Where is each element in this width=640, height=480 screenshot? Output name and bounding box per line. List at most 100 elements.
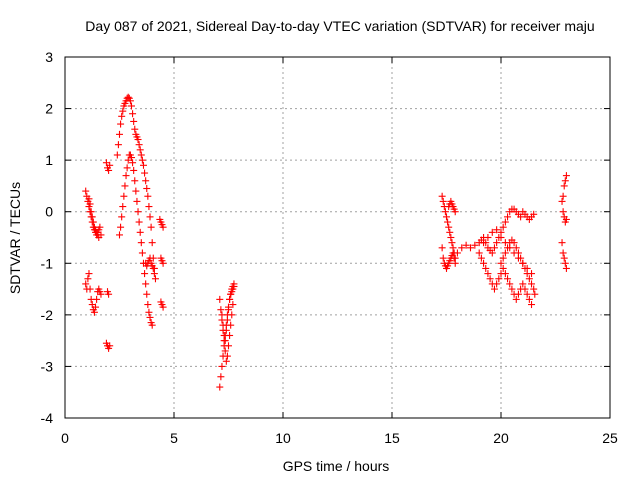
data-point xyxy=(497,259,505,267)
data-point xyxy=(135,218,143,226)
data-point xyxy=(143,290,151,298)
data-point xyxy=(217,306,225,314)
data-point xyxy=(501,249,509,257)
series-seg-a2 xyxy=(85,195,103,241)
data-point xyxy=(438,192,446,200)
y-tick-label: 3 xyxy=(45,49,53,65)
data-point xyxy=(106,161,114,169)
data-point xyxy=(484,234,492,241)
data-point xyxy=(512,244,520,252)
x-axis-ticks: 0 5 10 15 20 25 xyxy=(61,57,618,446)
data-point xyxy=(141,270,149,278)
data-point xyxy=(514,249,522,257)
data-point xyxy=(88,213,96,221)
data-point xyxy=(458,244,466,252)
data-point xyxy=(142,280,150,288)
data-point xyxy=(559,192,567,200)
series-seg-e4 xyxy=(497,236,539,298)
data-point xyxy=(493,239,501,247)
data-point xyxy=(488,249,496,257)
data-point xyxy=(97,290,105,298)
data-point xyxy=(123,164,131,172)
data-point xyxy=(127,154,135,162)
data-point xyxy=(133,197,141,205)
data-point xyxy=(144,192,152,200)
data-point xyxy=(482,264,490,272)
data-point xyxy=(216,295,224,303)
data-point xyxy=(121,182,129,190)
data-point xyxy=(146,254,154,262)
data-point xyxy=(151,275,159,283)
series-seg-d3 xyxy=(445,197,459,216)
data-point xyxy=(84,275,92,283)
data-point xyxy=(525,275,533,283)
data-point xyxy=(223,316,231,324)
data-point xyxy=(560,254,568,262)
data-points xyxy=(82,93,570,391)
data-point xyxy=(218,311,226,319)
data-point xyxy=(225,342,232,350)
y-tick-label: 0 xyxy=(45,204,53,220)
data-point xyxy=(129,110,137,118)
data-point xyxy=(93,295,101,303)
data-point xyxy=(446,228,454,236)
data-point xyxy=(105,290,113,298)
data-point xyxy=(504,244,512,252)
y-tick-label: -3 xyxy=(41,358,54,374)
data-point xyxy=(559,249,567,257)
data-point xyxy=(119,203,127,211)
data-point xyxy=(142,177,150,185)
data-point xyxy=(466,244,474,252)
data-point xyxy=(150,270,158,278)
data-point xyxy=(221,347,229,355)
data-point xyxy=(220,331,228,339)
chart-grid xyxy=(65,57,610,418)
data-point xyxy=(519,280,527,288)
data-point xyxy=(217,373,225,381)
data-point xyxy=(493,226,501,234)
data-point xyxy=(216,383,224,391)
series-seg-b4 xyxy=(156,215,167,311)
data-point xyxy=(226,295,234,303)
data-point xyxy=(138,156,146,164)
x-tick-label: 20 xyxy=(493,430,509,446)
data-point xyxy=(475,249,483,257)
data-point xyxy=(451,259,459,267)
plot-frame xyxy=(64,56,611,419)
data-point xyxy=(504,213,512,221)
data-point xyxy=(501,270,509,278)
data-point xyxy=(114,141,122,149)
data-point xyxy=(222,357,230,365)
data-point xyxy=(510,239,518,247)
data-point xyxy=(450,254,458,262)
data-point xyxy=(227,321,235,329)
data-point xyxy=(504,275,512,283)
data-point xyxy=(490,285,498,293)
data-point xyxy=(480,239,488,247)
data-point xyxy=(525,295,533,303)
data-point xyxy=(441,208,449,216)
data-point xyxy=(119,107,127,115)
data-point xyxy=(453,249,461,257)
data-point xyxy=(95,234,103,241)
y-axis-label: SDTVAR / TECUs xyxy=(7,182,23,294)
data-point xyxy=(131,125,139,133)
data-point xyxy=(521,285,529,293)
data-point xyxy=(447,234,455,241)
data-point xyxy=(451,208,459,216)
chart-title: Day 087 of 2021, Sidereal Day-to-day VTE… xyxy=(85,18,594,34)
data-point xyxy=(149,264,157,272)
data-point xyxy=(562,172,570,180)
data-point xyxy=(499,264,507,272)
series-seg-a3 xyxy=(82,270,105,316)
data-point xyxy=(488,228,496,236)
data-point xyxy=(493,280,501,288)
series-seg-b2 xyxy=(116,151,156,329)
y-tick-label: -1 xyxy=(41,255,54,271)
data-point xyxy=(229,301,237,309)
data-point xyxy=(89,218,97,226)
data-point xyxy=(105,166,113,174)
data-point xyxy=(146,213,154,221)
data-point xyxy=(225,306,232,314)
